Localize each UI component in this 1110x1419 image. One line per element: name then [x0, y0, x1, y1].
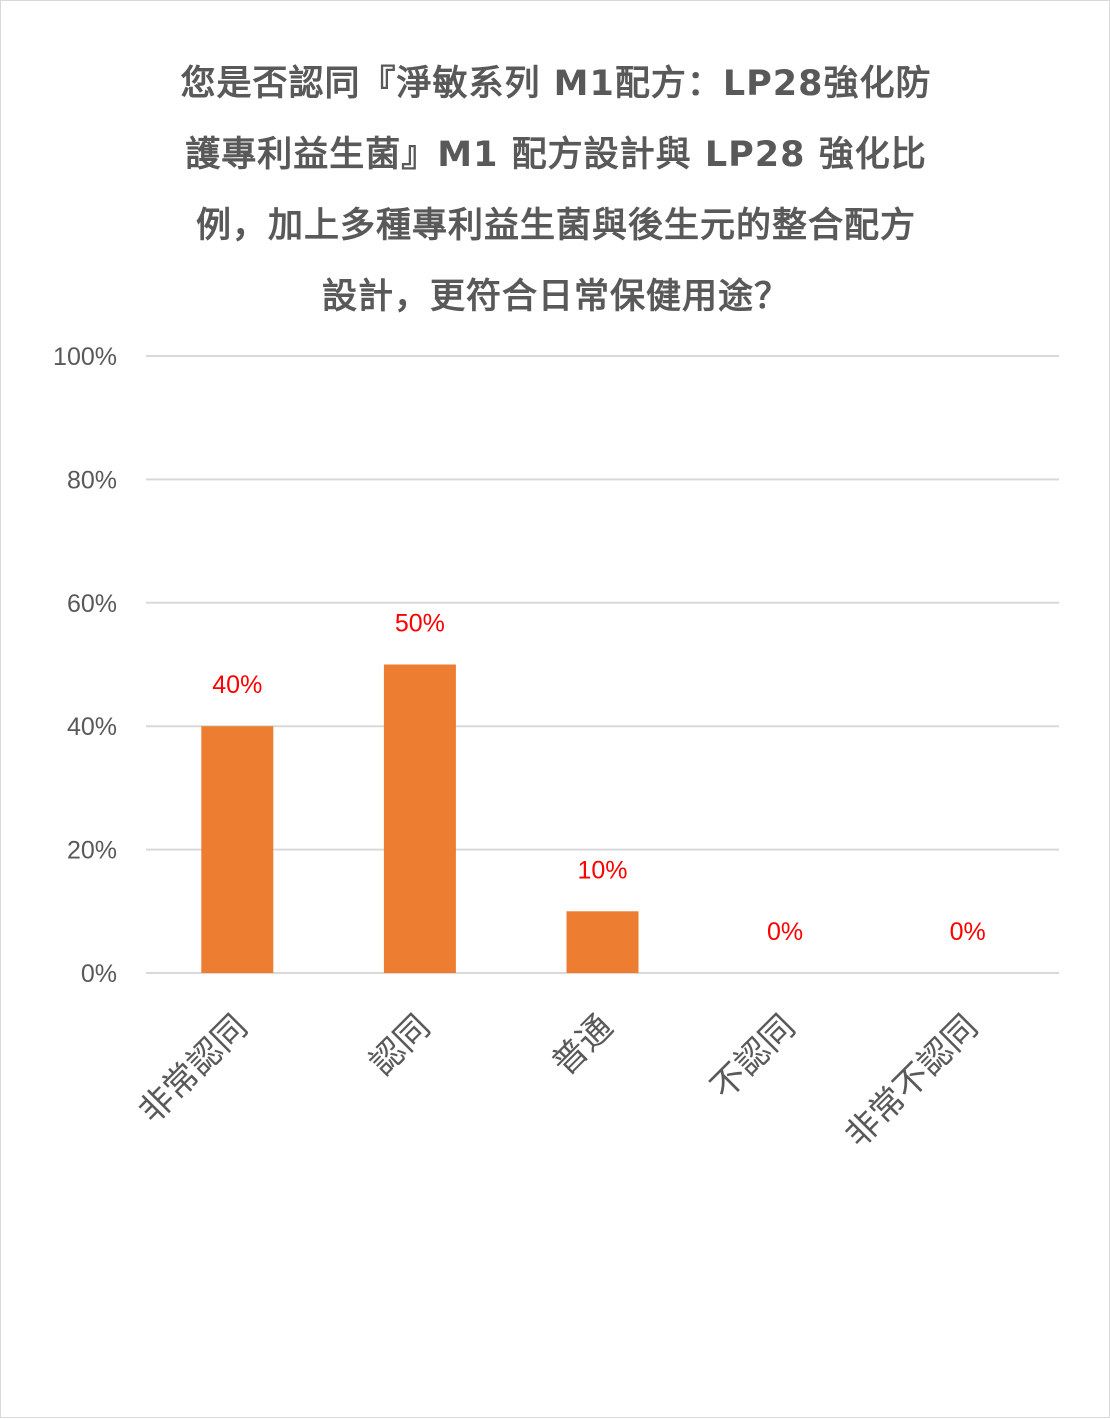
y-tick-label: 0%: [81, 960, 117, 988]
x-axis-categories: 非常認同 認同 普通 不認同 非常不認同: [131, 1007, 986, 1155]
category-label: 非常認同: [131, 1007, 255, 1131]
data-label: 0%: [950, 918, 986, 946]
y-tick-label: 40%: [67, 713, 117, 741]
y-tick-label: 20%: [67, 837, 117, 865]
data-label: 40%: [212, 671, 262, 699]
category-label: 普通: [544, 1007, 620, 1083]
data-label: 0%: [767, 918, 803, 946]
category-label: 認同: [362, 1007, 438, 1083]
bar: [566, 911, 639, 973]
bars: [201, 664, 639, 973]
y-tick-label: 100%: [53, 343, 117, 371]
data-labels: 40% 50% 10% 0% 0%: [212, 610, 985, 947]
category-label: 非常不認同: [838, 1007, 986, 1155]
chart-title: 您是否認同『淨敏系列 M1配方：LP28強化防 護專利益生菌』M1 配方設計與 …: [121, 49, 991, 333]
y-tick-label: 60%: [67, 590, 117, 618]
bar: [383, 664, 456, 973]
data-label: 50%: [395, 610, 445, 638]
chart-title-line: 護專利益生菌』M1 配方設計與 LP28 強化比: [185, 135, 927, 175]
chart-title-line: 您是否認同『淨敏系列 M1配方：LP28強化防: [180, 64, 932, 104]
category-label: 不認同: [703, 1007, 803, 1107]
chart-title-line: 例，加上多種專利益生菌與後生元的整合配方: [195, 206, 916, 246]
data-label: 10%: [577, 856, 627, 884]
y-axis-ticks: 0% 20% 40% 60% 80% 100%: [53, 343, 117, 988]
bar: [201, 726, 274, 973]
y-tick-label: 80%: [67, 466, 117, 494]
chart-title-line: 設計，更符合日常保健用途？: [321, 277, 790, 317]
